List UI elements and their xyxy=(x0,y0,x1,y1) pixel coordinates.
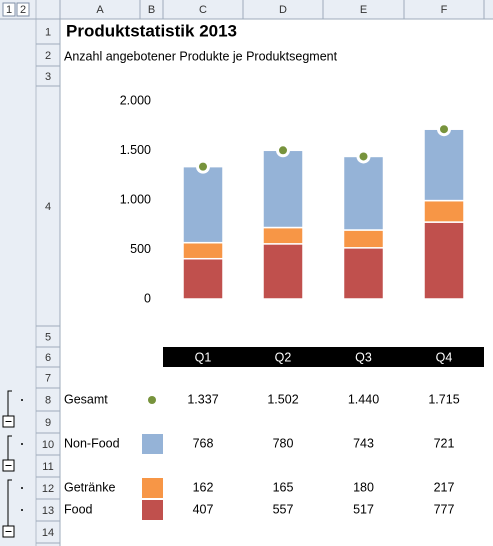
row-header: 14 xyxy=(42,527,54,539)
total-point xyxy=(440,125,448,134)
row-header: 3 xyxy=(45,71,51,83)
quarter-band xyxy=(163,347,484,367)
bar-segment xyxy=(423,199,465,223)
table-value: 743 xyxy=(353,436,374,450)
table-value: 1.440 xyxy=(348,392,379,406)
bar-segment xyxy=(262,226,304,245)
y-tick-label: 1.000 xyxy=(120,192,151,206)
outline-level-label: 1 xyxy=(6,4,12,16)
bar-segment xyxy=(423,128,465,202)
row-header: 2 xyxy=(45,50,51,62)
column-header: D xyxy=(279,4,287,16)
table-value: 1.337 xyxy=(187,392,218,406)
series-name: Gesamt xyxy=(64,392,108,406)
row-header: 4 xyxy=(45,201,51,213)
y-tick-label: 500 xyxy=(130,242,151,256)
column-header: B xyxy=(148,4,155,16)
y-tick-label: 0 xyxy=(144,291,151,305)
y-tick-label: 1.500 xyxy=(120,143,151,157)
legend-swatch xyxy=(142,478,163,498)
bar-segment xyxy=(342,155,385,231)
row-header: 12 xyxy=(42,483,54,495)
table-value: 180 xyxy=(353,480,374,494)
row-header: 1 xyxy=(45,26,51,38)
title: Produktstatistik 2013 xyxy=(66,21,237,40)
row-header: 11 xyxy=(42,461,53,473)
outline-bracket xyxy=(7,435,12,460)
quarter-label: Q3 xyxy=(355,350,372,364)
column-header: F xyxy=(441,4,448,16)
series-name: Getränke xyxy=(64,480,115,494)
bar-segment xyxy=(182,241,224,260)
outline-dot xyxy=(21,399,23,401)
table-value: 517 xyxy=(353,502,374,516)
table-value: 1.715 xyxy=(428,392,459,406)
quarter-label: Q4 xyxy=(436,350,453,364)
total-point xyxy=(359,152,368,161)
column-header: E xyxy=(360,4,367,16)
outline-level-label: 2 xyxy=(20,4,26,16)
outline-bracket xyxy=(7,479,12,526)
row-header: 13 xyxy=(42,505,54,517)
table-value: 768 xyxy=(193,436,214,450)
row-header: 8 xyxy=(45,394,51,406)
outline-bracket xyxy=(7,390,12,416)
table-value: 165 xyxy=(273,480,294,494)
outline-dot xyxy=(21,509,23,511)
quarter-label: Q2 xyxy=(275,350,292,364)
row-header-bar xyxy=(0,19,60,546)
series-name: Non-Food xyxy=(64,436,120,450)
table-value: 217 xyxy=(434,480,455,494)
legend-swatch xyxy=(142,434,163,454)
row-header: 7 xyxy=(45,372,51,384)
column-header-bar xyxy=(0,0,493,19)
table-value: 721 xyxy=(434,436,455,450)
column-header: C xyxy=(199,4,207,16)
outline-level-button[interactable] xyxy=(2,2,16,17)
bar-segment xyxy=(182,165,224,244)
outline-dot xyxy=(21,443,23,445)
legend-marker xyxy=(148,396,156,404)
table-value: 162 xyxy=(193,480,214,494)
table-value: 557 xyxy=(273,502,294,516)
table-value: 1.502 xyxy=(267,392,298,406)
column-header: A xyxy=(96,4,104,16)
legend-swatch xyxy=(142,500,163,520)
quarter-label: Q1 xyxy=(195,350,212,364)
row-header: 9 xyxy=(45,417,51,429)
bar-segment xyxy=(342,229,385,249)
outline-dot xyxy=(21,487,23,489)
table-value: 777 xyxy=(434,502,455,516)
bar-segment xyxy=(423,221,465,300)
outline-level-button[interactable] xyxy=(16,2,30,17)
bar-segment xyxy=(262,149,304,229)
bar-segment xyxy=(182,257,224,300)
total-point xyxy=(199,162,207,171)
row-header: 6 xyxy=(45,352,51,364)
series-name: Food xyxy=(64,502,93,516)
row-header: 10 xyxy=(42,439,54,451)
total-point xyxy=(279,146,287,155)
table-value: 407 xyxy=(193,502,214,516)
table-value: 780 xyxy=(273,436,294,450)
bar-segment xyxy=(262,243,304,300)
y-tick-label: 2.000 xyxy=(120,93,151,107)
row-header: 5 xyxy=(45,331,51,343)
bar-segment xyxy=(342,247,385,300)
subtitle: Anzahl angebotener Produkte je Produktse… xyxy=(64,49,338,63)
